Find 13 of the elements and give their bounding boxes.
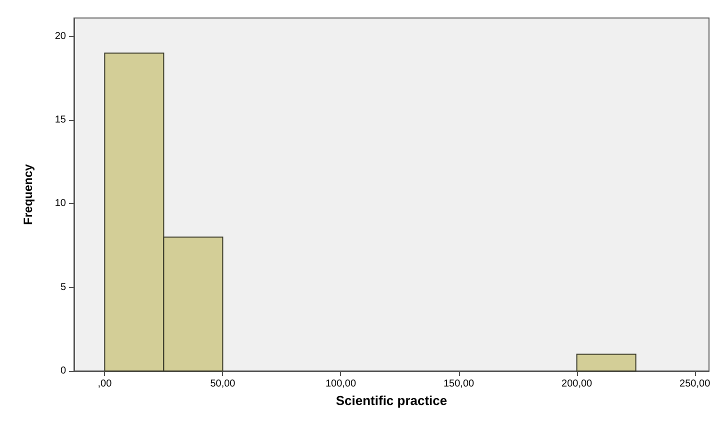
x-tick-label: ,00	[98, 378, 112, 390]
x-tick-label: 250,00	[680, 378, 711, 390]
x-tick-label: 100,00	[325, 378, 356, 390]
y-tick-label: 10	[54, 198, 66, 210]
y-tick-label: 5	[60, 282, 66, 293]
x-tick-label: 150,00	[443, 378, 475, 390]
x-tick-label: 200,00	[562, 378, 593, 390]
y-tick-label: 0	[60, 366, 66, 376]
y-tick-label: 20	[54, 30, 66, 42]
y-tick-label: 15	[54, 114, 66, 126]
y-axis-title: Frequency	[21, 164, 35, 225]
x-axis-title: Scientific practice	[336, 392, 448, 408]
x-tick-label: 50,00	[210, 378, 236, 390]
